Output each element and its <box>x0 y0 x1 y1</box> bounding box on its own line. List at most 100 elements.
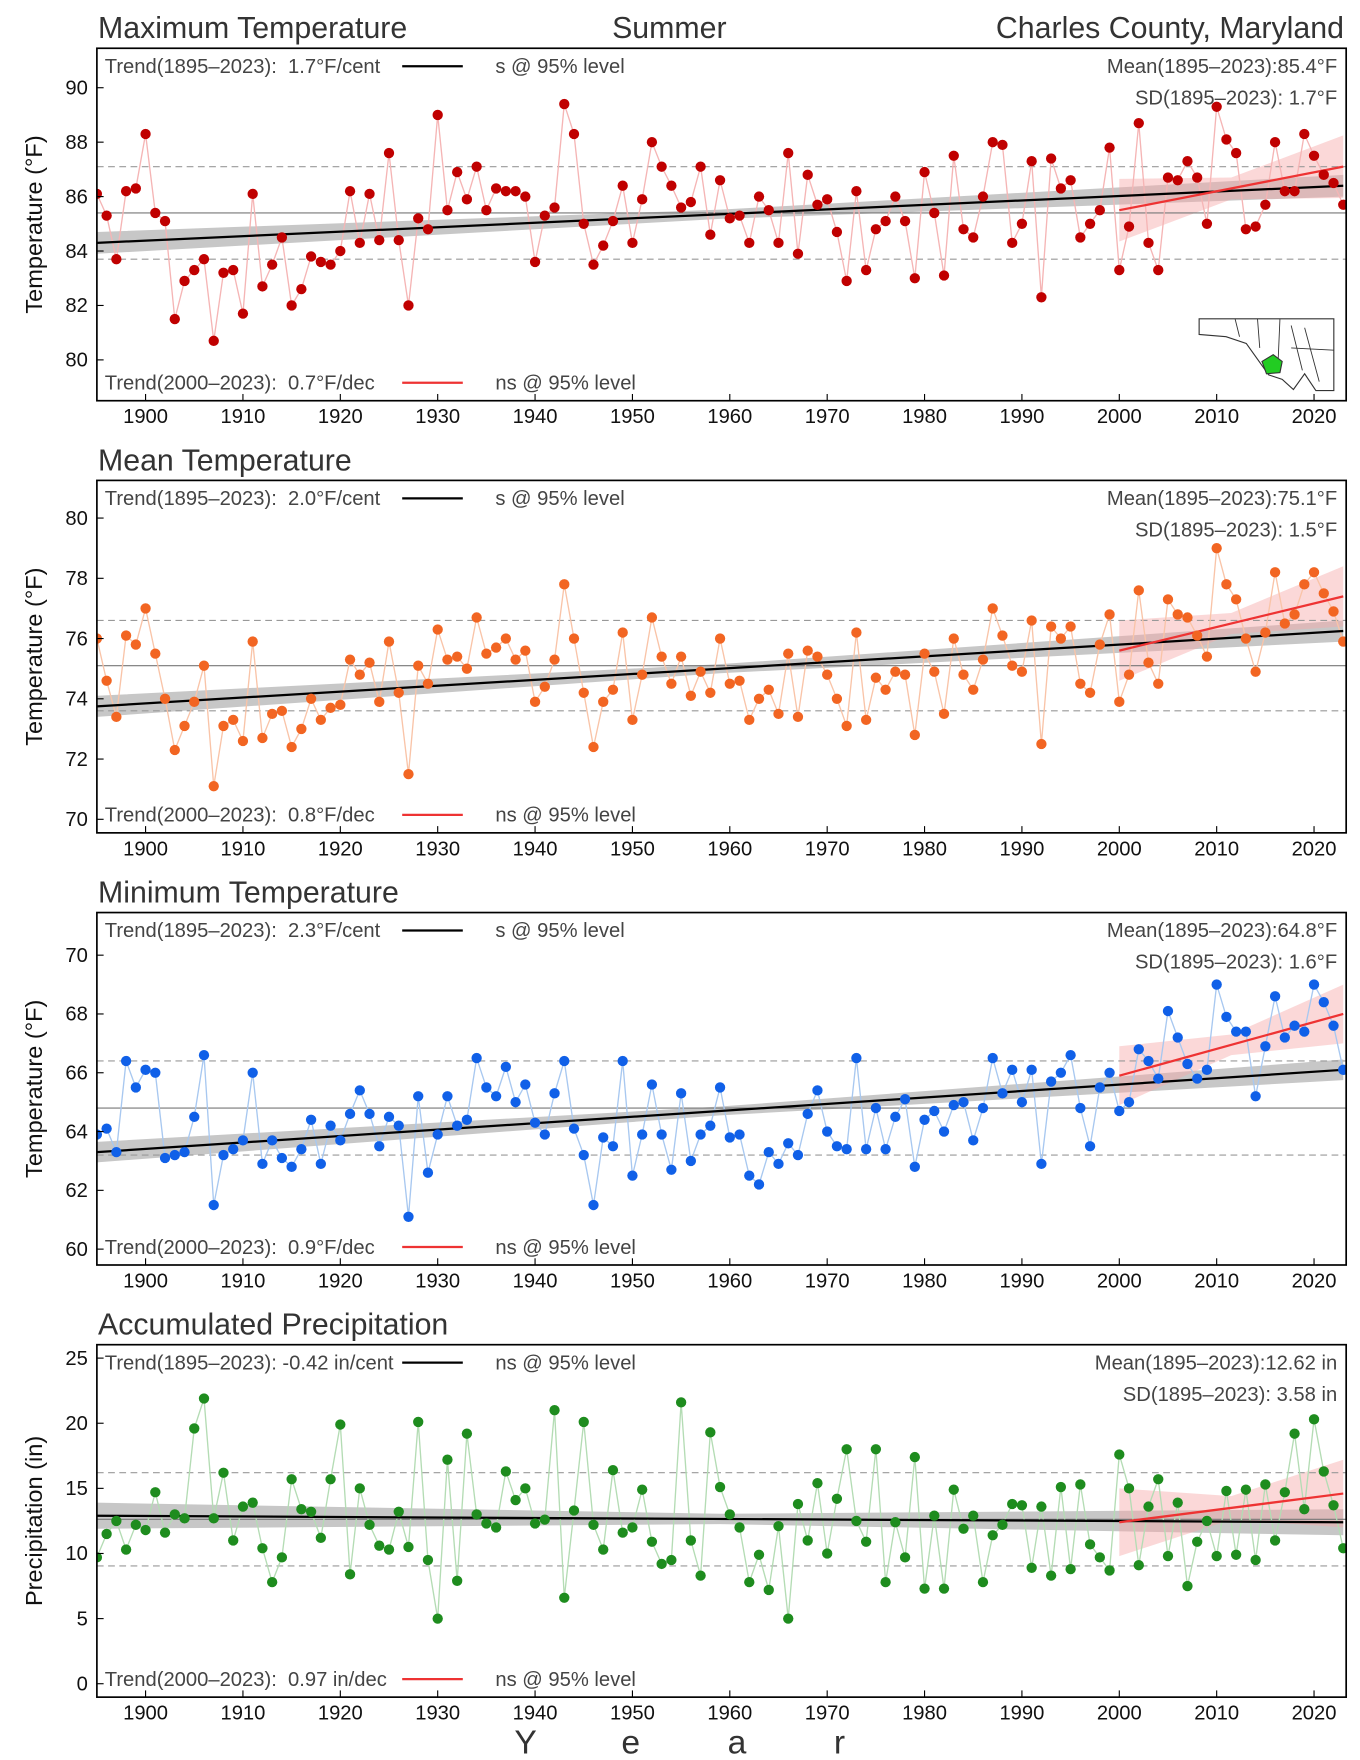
data-point <box>266 1135 278 1146</box>
data-point <box>1162 594 1174 605</box>
data-point <box>354 1483 365 1494</box>
data-point <box>500 185 512 197</box>
y-tick-label: 10 <box>65 1543 87 1565</box>
data-point <box>607 1464 619 1476</box>
data-point <box>344 1108 356 1120</box>
data-point <box>899 1094 911 1105</box>
data-point <box>627 714 638 726</box>
data-point <box>598 696 609 707</box>
x-tick-label: 1900 <box>123 406 168 428</box>
data-point <box>860 1536 872 1547</box>
data-point <box>773 237 784 249</box>
data-point <box>374 234 385 246</box>
data-point <box>539 1129 550 1140</box>
data-point <box>1201 1515 1213 1527</box>
x-tick-label: 1930 <box>415 838 460 860</box>
data-point <box>880 215 891 227</box>
data-point <box>1162 1005 1174 1017</box>
data-point <box>422 1554 434 1566</box>
data-point <box>432 1613 443 1624</box>
data-point <box>1338 1064 1347 1075</box>
data-point <box>529 696 541 707</box>
data-point <box>724 1132 735 1143</box>
data-point <box>1221 579 1232 590</box>
data-point <box>1172 1032 1183 1043</box>
data-point <box>539 1514 550 1525</box>
data-point <box>1250 1091 1261 1102</box>
y-tick-label: 72 <box>65 749 87 771</box>
data-point <box>763 205 774 216</box>
data-point <box>987 136 998 148</box>
data-point <box>734 210 745 221</box>
data-point <box>130 639 141 650</box>
data-point <box>228 264 239 276</box>
data-point <box>666 678 677 689</box>
data-point <box>1016 1500 1028 1511</box>
data-point <box>559 1592 570 1603</box>
x-tick-label: 2000 <box>1097 838 1142 860</box>
data-point <box>1211 979 1222 990</box>
data-point <box>364 188 375 200</box>
data-point <box>413 1416 424 1428</box>
trend-label: Trend(1895–2023): 1.7°F/cent <box>105 56 381 78</box>
data-point <box>1279 1487 1290 1498</box>
data-point <box>198 1393 210 1404</box>
data-point <box>1289 1428 1300 1439</box>
y-tick-label: 82 <box>65 295 87 317</box>
data-point <box>510 185 521 197</box>
mean-label: Mean(1895–2023):12.62 in <box>1095 1352 1337 1374</box>
x-tick-label: 1930 <box>415 1703 460 1725</box>
data-point <box>1026 615 1037 626</box>
data-point <box>578 1149 589 1161</box>
data-point <box>140 1064 151 1075</box>
data-point <box>1211 543 1222 554</box>
data-point <box>452 166 463 178</box>
x-axis-label: Year <box>514 1724 932 1760</box>
data-point <box>792 1149 804 1161</box>
data-point <box>150 1067 161 1078</box>
data-point <box>1192 1536 1203 1547</box>
data-point <box>257 1543 268 1554</box>
data-point <box>500 1466 512 1477</box>
plot-area <box>96 98 1347 347</box>
data-point <box>695 1570 706 1581</box>
data-point <box>237 1135 249 1146</box>
sd-label: SD(1895–2023): 1.5°F <box>1135 520 1337 542</box>
data-point <box>549 202 560 213</box>
data-point <box>734 1522 745 1533</box>
data-point <box>335 699 346 710</box>
data-point <box>374 1141 385 1152</box>
data-point <box>822 194 833 205</box>
data-point <box>1240 224 1252 235</box>
data-point <box>822 1548 833 1559</box>
data-point <box>510 1494 521 1506</box>
data-point <box>705 687 716 698</box>
sd-label: SD(1895–2023): 3.58 in <box>1123 1384 1337 1406</box>
data-point <box>705 1427 716 1438</box>
plot-frame <box>96 1343 1348 1698</box>
data-point <box>841 1144 852 1155</box>
data-point <box>325 702 336 714</box>
data-point <box>1026 1064 1037 1075</box>
data-point <box>510 1096 521 1108</box>
data-point <box>1240 1484 1252 1495</box>
x-tick-label: 1950 <box>610 1703 655 1725</box>
data-point <box>656 161 667 172</box>
data-point <box>111 1515 122 1527</box>
data-point <box>1143 1501 1154 1512</box>
data-point <box>1036 292 1047 303</box>
data-point <box>111 254 122 265</box>
data-point <box>977 1576 989 1588</box>
y-tick-label: 90 <box>65 77 87 99</box>
data-point <box>1328 1500 1339 1511</box>
data-point <box>189 264 200 276</box>
x-tick-label: 1930 <box>415 1270 460 1292</box>
data-point <box>413 213 424 224</box>
data-point <box>568 633 580 644</box>
data-point <box>403 1541 414 1553</box>
data-point <box>958 1096 969 1108</box>
data-point <box>393 234 404 246</box>
data-point <box>958 224 969 235</box>
data-point <box>1026 156 1037 167</box>
data-point <box>549 1405 560 1416</box>
